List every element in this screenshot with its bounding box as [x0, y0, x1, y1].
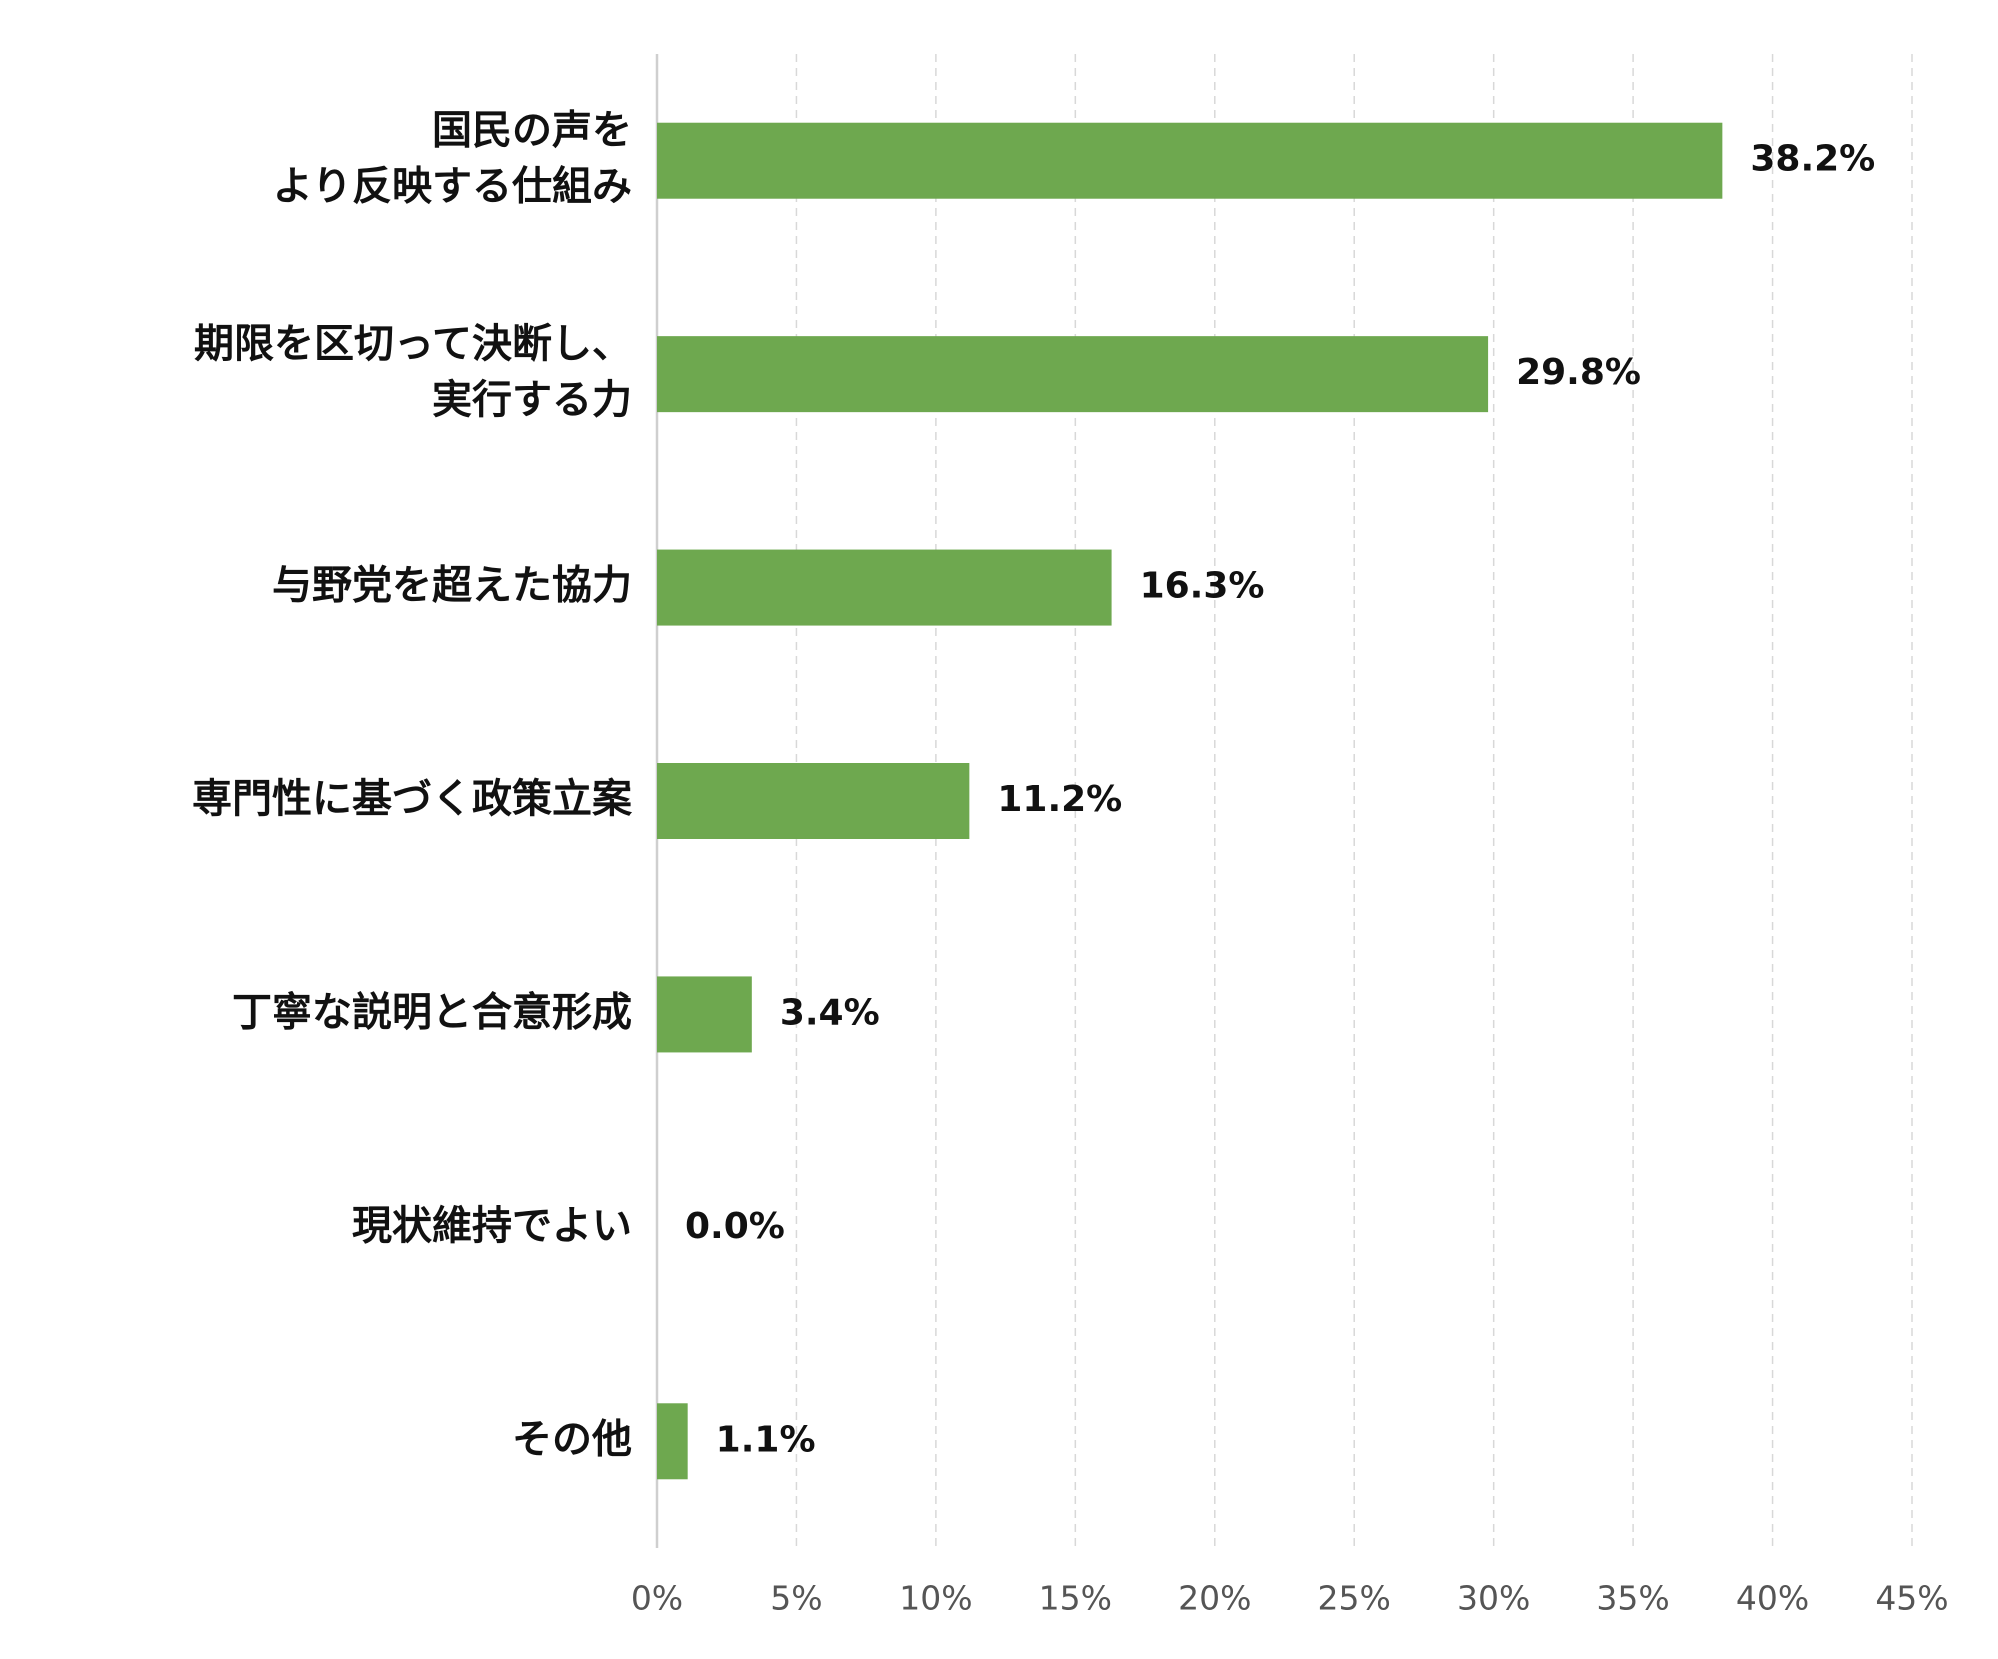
x-tick-label: 20%	[1178, 1579, 1251, 1618]
value-label: 0.0%	[685, 1206, 785, 1247]
x-tick-label: 45%	[1875, 1579, 1948, 1618]
value-label: 3.4%	[780, 992, 880, 1033]
y-tick-label: より反映する仕組み	[273, 164, 632, 210]
value-label: 16.3%	[1140, 566, 1265, 607]
x-tick-label: 5%	[770, 1579, 822, 1618]
y-tick-label: 与野党を超えた協力	[272, 563, 632, 609]
bar	[657, 763, 970, 839]
value-label: 1.1%	[716, 1419, 816, 1460]
y-tick-label: 丁寧な説明と合意形成	[232, 989, 632, 1035]
x-tick-label: 30%	[1457, 1579, 1530, 1618]
x-tick-label: 25%	[1318, 1579, 1391, 1618]
y-tick-label: その他	[512, 1416, 632, 1462]
bar	[657, 1403, 688, 1480]
value-label: 38.2%	[1750, 139, 1875, 180]
bar	[657, 122, 1723, 199]
y-tick-label: 専門性に基づく政策立案	[192, 776, 633, 822]
value-label: 29.8%	[1516, 352, 1641, 393]
x-tick-label: 40%	[1736, 1579, 1809, 1618]
x-tick-label: 15%	[1039, 1579, 1112, 1618]
bar	[657, 549, 1112, 626]
x-tick-label: 0%	[631, 1579, 683, 1618]
x-tick-label: 35%	[1596, 1579, 1669, 1618]
bar	[657, 336, 1489, 413]
bar	[657, 976, 752, 1053]
value-label: 11.2%	[997, 779, 1122, 820]
y-tick-label: 国民の声を	[432, 108, 632, 154]
x-tick-label: 10%	[899, 1579, 972, 1618]
y-tick-label: 実行する力	[432, 377, 632, 423]
y-tick-label: 期限を区切って決断し、	[194, 321, 632, 367]
y-tick-label: 現状維持でよい	[352, 1203, 632, 1249]
